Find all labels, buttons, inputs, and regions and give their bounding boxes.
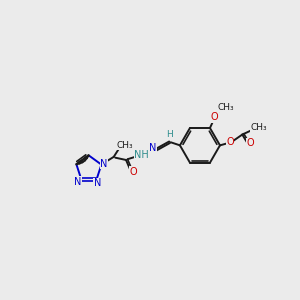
- Text: N: N: [94, 178, 101, 188]
- Text: N: N: [74, 176, 82, 187]
- Text: CH₃: CH₃: [250, 123, 267, 132]
- Text: O: O: [130, 167, 137, 176]
- Text: O: O: [226, 137, 234, 147]
- Text: O: O: [211, 112, 218, 122]
- Text: NH: NH: [134, 150, 149, 160]
- Text: N: N: [149, 143, 157, 153]
- Text: H: H: [167, 130, 173, 139]
- Text: CH₃: CH₃: [217, 103, 234, 112]
- Text: N: N: [100, 159, 107, 169]
- Text: O: O: [246, 138, 254, 148]
- Text: CH₃: CH₃: [116, 141, 133, 150]
